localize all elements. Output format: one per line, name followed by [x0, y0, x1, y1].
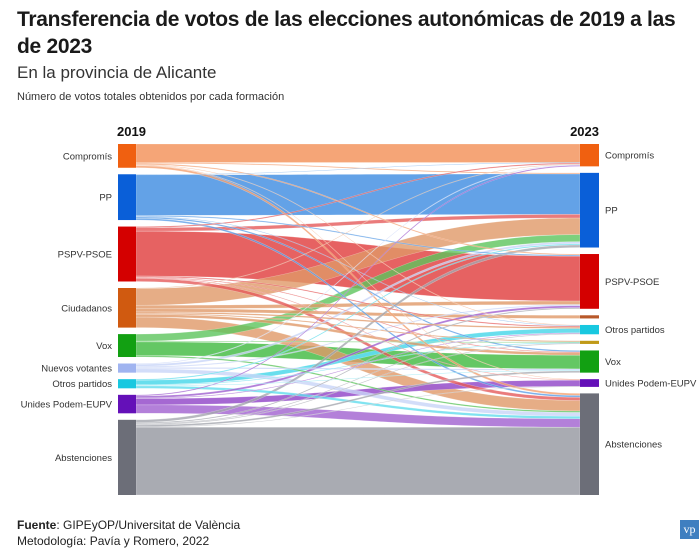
methodology-line: Metodología: Pavía y Romero, 2022 [17, 534, 210, 548]
nodes-layer: Compromís PP PSPV-PSOE Ciudadanos Vox Nuevos … [21, 144, 697, 495]
right-node-label-unides-podem-eupv: Unides Podem-EUPV [605, 379, 697, 390]
left-node-label-abstenciones: Abstenciones [55, 453, 112, 464]
right-node-pspv-psoe[interactable] [580, 254, 599, 309]
right-node-otros-partidos[interactable] [580, 324, 599, 335]
flow-abstenciones-to-otros-partidos[interactable] [135, 333, 581, 425]
left-node-compromis[interactable] [118, 144, 136, 168]
left-year-label: 2019 [117, 124, 146, 139]
vp-logo[interactable]: vp [680, 520, 699, 539]
right-node-r-gold[interactable] [580, 340, 599, 344]
right-year-label: 2023 [570, 124, 599, 139]
flow-abstenciones-to-abstenciones[interactable] [135, 427, 581, 496]
left-node-label-pspv-psoe: PSPV-PSOE [58, 250, 112, 261]
right-node-label-otros-partidos: Otros partidos [605, 325, 665, 336]
left-node-unides-podem-eupv[interactable] [118, 394, 136, 414]
left-node-label-otros-partidos: Otros partidos [52, 379, 112, 390]
chart-subtitle: En la provincia de Alicante [17, 63, 217, 82]
left-node-vox[interactable] [118, 334, 136, 358]
source-label: Fuente [17, 518, 57, 532]
links-layer [135, 143, 581, 496]
right-node-unides-podem-eupv[interactable] [580, 379, 599, 387]
left-node-pp[interactable] [118, 174, 136, 221]
left-node-ciudadanos[interactable] [118, 287, 136, 328]
right-node-label-compromis: Compromís [605, 151, 654, 162]
source-text: : GIPEyOP/Universitat de València [56, 518, 241, 532]
left-node-label-ciudadanos: Ciudadanos [61, 303, 112, 314]
left-node-label-nuevos-votantes: Nuevos votantes [41, 364, 112, 375]
right-node-vox[interactable] [580, 350, 599, 373]
chart-note: Número de votos totales obtenidos por ca… [17, 91, 285, 103]
right-node-label-pp: PP [605, 206, 618, 217]
right-node-r-cs[interactable] [580, 315, 599, 319]
left-node-label-vox: Vox [96, 341, 112, 352]
chart-title: Transferencia de votos de las elecciones… [17, 8, 676, 58]
left-node-nuevos-votantes[interactable] [118, 363, 136, 373]
right-node-pp[interactable] [580, 172, 599, 248]
right-node-compromis[interactable] [580, 144, 599, 167]
left-node-label-pp: PP [99, 193, 112, 204]
source-line: Fuente: GIPEyOP/Universitat de València [17, 517, 240, 533]
left-node-label-unides-podem-eupv: Unides Podem-EUPV [21, 400, 113, 411]
footer: Fuente: GIPEyOP/Universitat de València … [17, 517, 240, 549]
left-node-abstenciones[interactable] [118, 419, 136, 495]
right-node-label-abstenciones: Abstenciones [605, 440, 662, 451]
right-node-label-vox: Vox [605, 357, 621, 368]
left-node-pspv-psoe[interactable] [118, 226, 136, 282]
left-node-otros-partidos[interactable] [118, 379, 136, 389]
left-node-label-compromis: Compromís [63, 151, 112, 162]
right-node-label-pspv-psoe: PSPV-PSOE [605, 277, 659, 288]
right-node-abstenciones[interactable] [580, 393, 599, 495]
flow-compromis-to-compromis[interactable] [135, 143, 581, 163]
